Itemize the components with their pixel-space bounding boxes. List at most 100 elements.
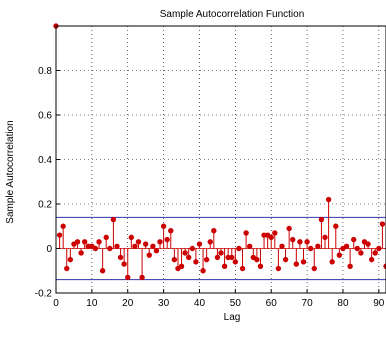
stem-marker [268, 234, 274, 241]
stem-marker [365, 241, 371, 247]
stem-marker [64, 265, 70, 272]
y-tick-label: 0.6 [38, 111, 52, 122]
stem-marker [196, 241, 203, 247]
stem-marker [333, 223, 339, 229]
stem-marker [107, 245, 113, 252]
y-tick-label: 0.8 [38, 66, 52, 77]
stem-marker [379, 221, 386, 227]
stem-marker [290, 236, 296, 243]
stem-marker [74, 239, 81, 245]
y-tick-label: 0.4 [38, 155, 52, 166]
stem-marker [372, 250, 378, 256]
stem-marker [160, 223, 167, 229]
stem-marker [218, 250, 224, 256]
stem-marker [60, 223, 66, 229]
stem-marker [132, 243, 138, 249]
stem-marker [282, 256, 289, 263]
x-tick-label: 30 [158, 298, 170, 309]
stem-marker [236, 245, 242, 252]
stem-marker [96, 239, 102, 245]
stem-marker [110, 216, 117, 223]
x-axis-label: Lag [224, 312, 241, 323]
stem-marker [293, 261, 300, 267]
x-tick-label: 40 [194, 298, 206, 309]
stem-marker [351, 236, 357, 243]
stem-marker [92, 245, 99, 252]
stem-marker [178, 263, 185, 269]
stem-marker [182, 250, 188, 256]
stem-marker [146, 252, 152, 258]
stem-marker [318, 216, 325, 223]
stem-marker [142, 241, 149, 247]
stem-marker [150, 243, 156, 249]
x-tick-label: 60 [266, 298, 278, 309]
axis-ticks: 0 10 20 30 40 50 60 70 80 90-0.200.20.40.60.8 [35, 66, 385, 309]
x-tick-label: 90 [373, 298, 385, 309]
stem-marker [189, 245, 196, 252]
plot-frame [55, 25, 386, 294]
y-tick-label: -0.2 [35, 289, 53, 300]
stem-marker [121, 261, 127, 267]
stem-marker [171, 256, 178, 263]
stem-marker [307, 245, 314, 252]
stem-marker [56, 232, 63, 238]
stem-marker [168, 228, 174, 234]
stem-marker [275, 265, 282, 272]
stem-marker [325, 196, 332, 203]
stem-marker [207, 239, 213, 245]
stem-marker [139, 274, 145, 281]
stem-marker [203, 256, 210, 263]
stem-marker [157, 239, 163, 245]
stem-marker [221, 263, 228, 269]
stem-marker [128, 234, 135, 241]
stem-marker [135, 239, 142, 245]
stem-marker [214, 254, 221, 261]
stem-marker [279, 243, 285, 249]
stem-marker [239, 265, 246, 272]
stem-marker [78, 250, 84, 256]
stem-marker [354, 245, 361, 252]
stem-marker [200, 268, 206, 274]
stem-marker [358, 250, 364, 256]
x-tick-label: 20 [122, 298, 134, 309]
stem-marker [347, 263, 353, 269]
stem-marker [67, 256, 74, 263]
stem-marker [114, 243, 120, 249]
stem-marker [117, 254, 124, 261]
x-tick-label: 0 [53, 298, 59, 309]
stem-marker [304, 239, 310, 245]
x-tick-label: 50 [230, 298, 242, 309]
stem-marker [376, 245, 382, 252]
stem-marker [186, 254, 192, 261]
stem-marker [368, 256, 375, 263]
stem-marker [193, 259, 199, 265]
stem-marker [343, 243, 350, 249]
stem-marker [243, 230, 249, 236]
stem-marker [103, 234, 109, 241]
stem-marker [286, 225, 292, 232]
chart-title: Sample Autocorrelation Function [160, 9, 305, 20]
stem-marker [272, 230, 278, 236]
stem-marker [81, 239, 88, 245]
stem-marker [329, 259, 335, 265]
stem-marker [311, 265, 317, 272]
x-tick-label: 70 [302, 298, 314, 309]
stem-marker [300, 259, 307, 265]
stem-marker [257, 263, 264, 269]
stem-marker [99, 268, 106, 274]
stem-marker [232, 259, 239, 265]
y-axis-label: Sample Autocorrelation [5, 120, 16, 223]
y-tick-label: 0 [46, 244, 52, 255]
stem-marker [153, 248, 160, 254]
x-tick-label: 80 [337, 298, 349, 309]
stem-marker [315, 243, 321, 249]
stem-marker [164, 236, 170, 243]
stem-marker [125, 274, 131, 281]
stem-marker [211, 228, 217, 234]
stem-marker [336, 252, 343, 258]
stem-series [53, 23, 386, 281]
stem-marker [297, 239, 303, 245]
x-tick-label: 10 [86, 298, 98, 309]
stem-marker [254, 256, 260, 263]
